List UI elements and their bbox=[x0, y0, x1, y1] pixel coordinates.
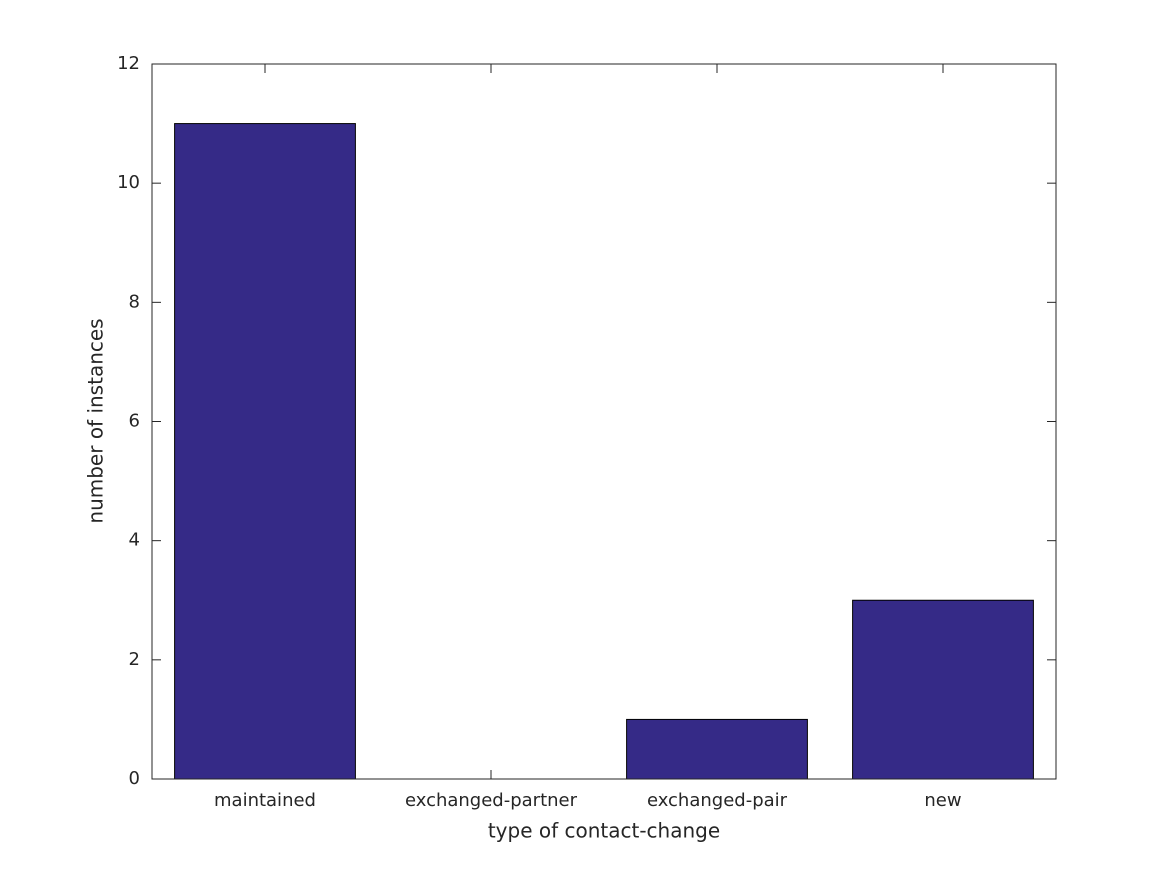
x-axis-label: type of contact-change bbox=[488, 819, 720, 843]
y-tick-label: 4 bbox=[129, 530, 140, 551]
bar bbox=[174, 123, 356, 780]
x-tick-label: new bbox=[924, 790, 961, 811]
x-tick-label: maintained bbox=[214, 790, 316, 811]
y-tick-label: 2 bbox=[129, 649, 140, 670]
y-tick-label: 8 bbox=[129, 291, 140, 312]
x-tick-label: exchanged-pair bbox=[647, 790, 788, 811]
y-tick-label: 12 bbox=[117, 53, 140, 74]
y-tick-label: 0 bbox=[129, 768, 140, 789]
bar bbox=[852, 599, 1034, 780]
axes-box bbox=[151, 63, 1057, 780]
y-axis-label: number of instances bbox=[84, 318, 108, 523]
bar bbox=[626, 718, 808, 780]
y-tick-label: 6 bbox=[129, 411, 140, 432]
y-tick-label: 10 bbox=[117, 172, 140, 193]
x-tick-label: exchanged-partner bbox=[405, 790, 578, 811]
